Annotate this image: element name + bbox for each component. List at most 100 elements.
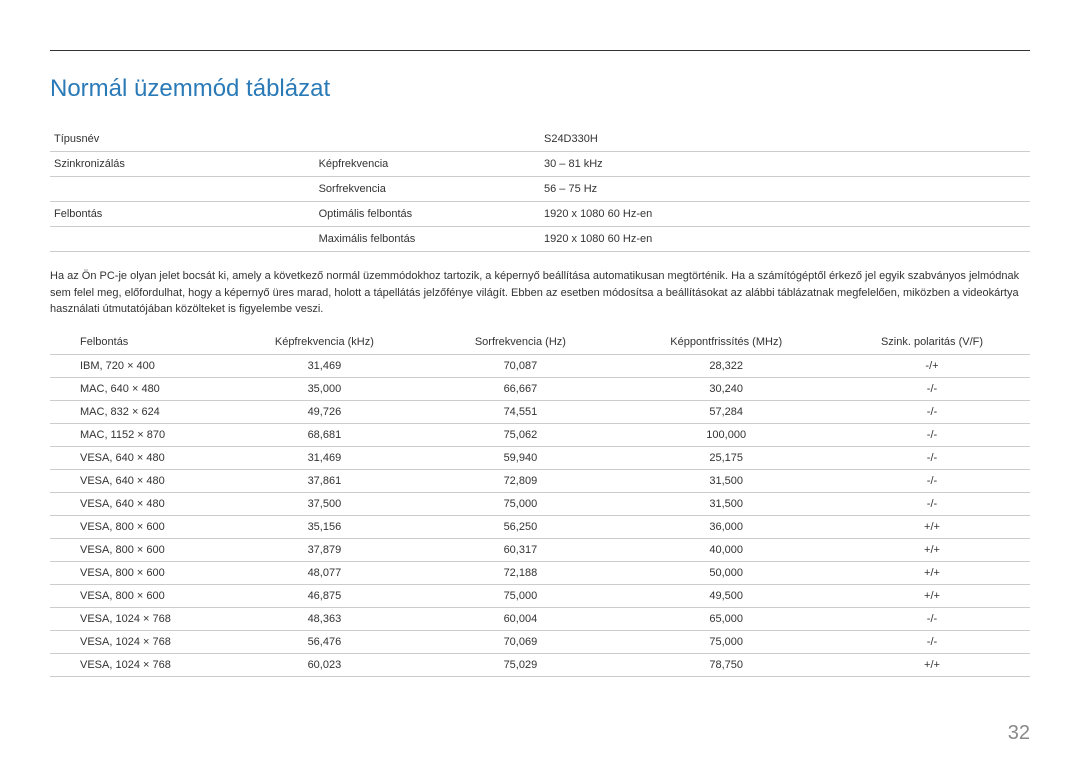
mode-cell: 74,551 [422, 400, 618, 423]
spec-cell-label: Felbontás [50, 202, 315, 227]
mode-cell: 25,175 [618, 446, 834, 469]
mode-cell: 48,077 [226, 561, 422, 584]
mode-cell: VESA, 1024 × 768 [50, 630, 226, 653]
mode-row: MAC, 1152 × 87068,68175,062100,000-/- [50, 423, 1030, 446]
mode-cell: 70,087 [422, 354, 618, 377]
spec-cell-sublabel [315, 127, 540, 152]
mode-row: VESA, 1024 × 76848,36360,00465,000-/- [50, 607, 1030, 630]
mode-cell: 66,667 [422, 377, 618, 400]
spec-cell-sublabel: Képfrekvencia [315, 152, 540, 177]
mode-cell: 35,000 [226, 377, 422, 400]
spec-cell-label [50, 177, 315, 202]
page-title: Normál üzemmód táblázat [50, 75, 1030, 103]
mode-cell: 60,317 [422, 538, 618, 561]
mode-cell: 48,363 [226, 607, 422, 630]
mode-header: Szink. polaritás (V/F) [834, 330, 1030, 355]
mode-row: VESA, 640 × 48037,50075,00031,500-/- [50, 492, 1030, 515]
mode-cell: VESA, 800 × 600 [50, 561, 226, 584]
mode-cell: 49,500 [618, 584, 834, 607]
spec-cell-value: 1920 x 1080 60 Hz-en [540, 227, 1030, 252]
mode-cell: +/+ [834, 538, 1030, 561]
spec-cell-sublabel: Sorfrekvencia [315, 177, 540, 202]
mode-cell: 31,500 [618, 492, 834, 515]
spec-cell-sublabel: Optimális felbontás [315, 202, 540, 227]
mode-cell: +/+ [834, 584, 1030, 607]
mode-cell: 36,000 [618, 515, 834, 538]
mode-cell: 56,250 [422, 515, 618, 538]
mode-cell: 70,069 [422, 630, 618, 653]
mode-cell: 75,029 [422, 653, 618, 676]
mode-cell: MAC, 1152 × 870 [50, 423, 226, 446]
mode-cell: 46,875 [226, 584, 422, 607]
mode-cell: 75,000 [422, 584, 618, 607]
mode-row: MAC, 832 × 62449,72674,55157,284-/- [50, 400, 1030, 423]
mode-cell: 57,284 [618, 400, 834, 423]
spec-cell-label: Szinkronizálás [50, 152, 315, 177]
mode-header: Képfrekvencia (kHz) [226, 330, 422, 355]
mode-cell: -/- [834, 400, 1030, 423]
mode-row: VESA, 800 × 60048,07772,18850,000+/+ [50, 561, 1030, 584]
mode-cell: VESA, 640 × 480 [50, 492, 226, 515]
mode-cell: 28,322 [618, 354, 834, 377]
mode-cell: 78,750 [618, 653, 834, 676]
spec-cell-value: S24D330H [540, 127, 1030, 152]
mode-cell: -/- [834, 492, 1030, 515]
mode-cell: -/- [834, 423, 1030, 446]
mode-cell: 31,469 [226, 354, 422, 377]
mode-cell: MAC, 640 × 480 [50, 377, 226, 400]
spec-cell-value: 56 – 75 Hz [540, 177, 1030, 202]
mode-cell: VESA, 800 × 600 [50, 584, 226, 607]
mode-cell: 59,940 [422, 446, 618, 469]
mode-cell: VESA, 1024 × 768 [50, 653, 226, 676]
spec-cell-label: Típusnév [50, 127, 315, 152]
mode-cell: VESA, 800 × 600 [50, 515, 226, 538]
page-number: 32 [1008, 722, 1030, 745]
mode-cell: VESA, 1024 × 768 [50, 607, 226, 630]
mode-row: IBM, 720 × 40031,46970,08728,322-/+ [50, 354, 1030, 377]
mode-cell: VESA, 640 × 480 [50, 446, 226, 469]
mode-cell: +/+ [834, 653, 1030, 676]
mode-cell: 60,004 [422, 607, 618, 630]
mode-cell: 75,000 [618, 630, 834, 653]
mode-row: VESA, 640 × 48031,46959,94025,175-/- [50, 446, 1030, 469]
mode-cell: 50,000 [618, 561, 834, 584]
mode-cell: 72,188 [422, 561, 618, 584]
mode-cell: 31,500 [618, 469, 834, 492]
mode-row: VESA, 1024 × 76856,47670,06975,000-/- [50, 630, 1030, 653]
spec-row: Típusnév S24D330H [50, 127, 1030, 152]
mode-cell: -/- [834, 607, 1030, 630]
mode-cell: 56,476 [226, 630, 422, 653]
mode-cell: -/- [834, 377, 1030, 400]
mode-cell: 30,240 [618, 377, 834, 400]
mode-header: Képpontfrissítés (MHz) [618, 330, 834, 355]
mode-cell: 37,500 [226, 492, 422, 515]
spec-cell-sublabel: Maximális felbontás [315, 227, 540, 252]
spec-row: Sorfrekvencia56 – 75 Hz [50, 177, 1030, 202]
mode-cell: 40,000 [618, 538, 834, 561]
mode-row: VESA, 800 × 60037,87960,31740,000+/+ [50, 538, 1030, 561]
mode-cell: -/- [834, 630, 1030, 653]
description-paragraph: Ha az Ön PC-je olyan jelet bocsát ki, am… [50, 268, 1030, 318]
mode-row: VESA, 1024 × 76860,02375,02978,750+/+ [50, 653, 1030, 676]
spec-table: TípusnévS24D330HSzinkronizálásKépfrekven… [50, 127, 1030, 252]
mode-cell: 100,000 [618, 423, 834, 446]
mode-cell: 65,000 [618, 607, 834, 630]
spec-cell-value: 1920 x 1080 60 Hz-en [540, 202, 1030, 227]
mode-row: VESA, 640 × 48037,86172,80931,500-/- [50, 469, 1030, 492]
mode-header: Felbontás [50, 330, 226, 355]
mode-cell: VESA, 800 × 600 [50, 538, 226, 561]
mode-cell: 35,156 [226, 515, 422, 538]
mode-cell: -/- [834, 469, 1030, 492]
mode-cell: 37,861 [226, 469, 422, 492]
mode-cell: 31,469 [226, 446, 422, 469]
spec-cell-value: 30 – 81 kHz [540, 152, 1030, 177]
mode-cell: 60,023 [226, 653, 422, 676]
spec-cell-label [50, 227, 315, 252]
spec-row: SzinkronizálásKépfrekvencia30 – 81 kHz [50, 152, 1030, 177]
mode-header: Sorfrekvencia (Hz) [422, 330, 618, 355]
mode-row: VESA, 800 × 60035,15656,25036,000+/+ [50, 515, 1030, 538]
top-rule [50, 50, 1030, 51]
mode-cell: IBM, 720 × 400 [50, 354, 226, 377]
mode-table: FelbontásKépfrekvencia (kHz)Sorfrekvenci… [50, 330, 1030, 677]
mode-cell: +/+ [834, 561, 1030, 584]
